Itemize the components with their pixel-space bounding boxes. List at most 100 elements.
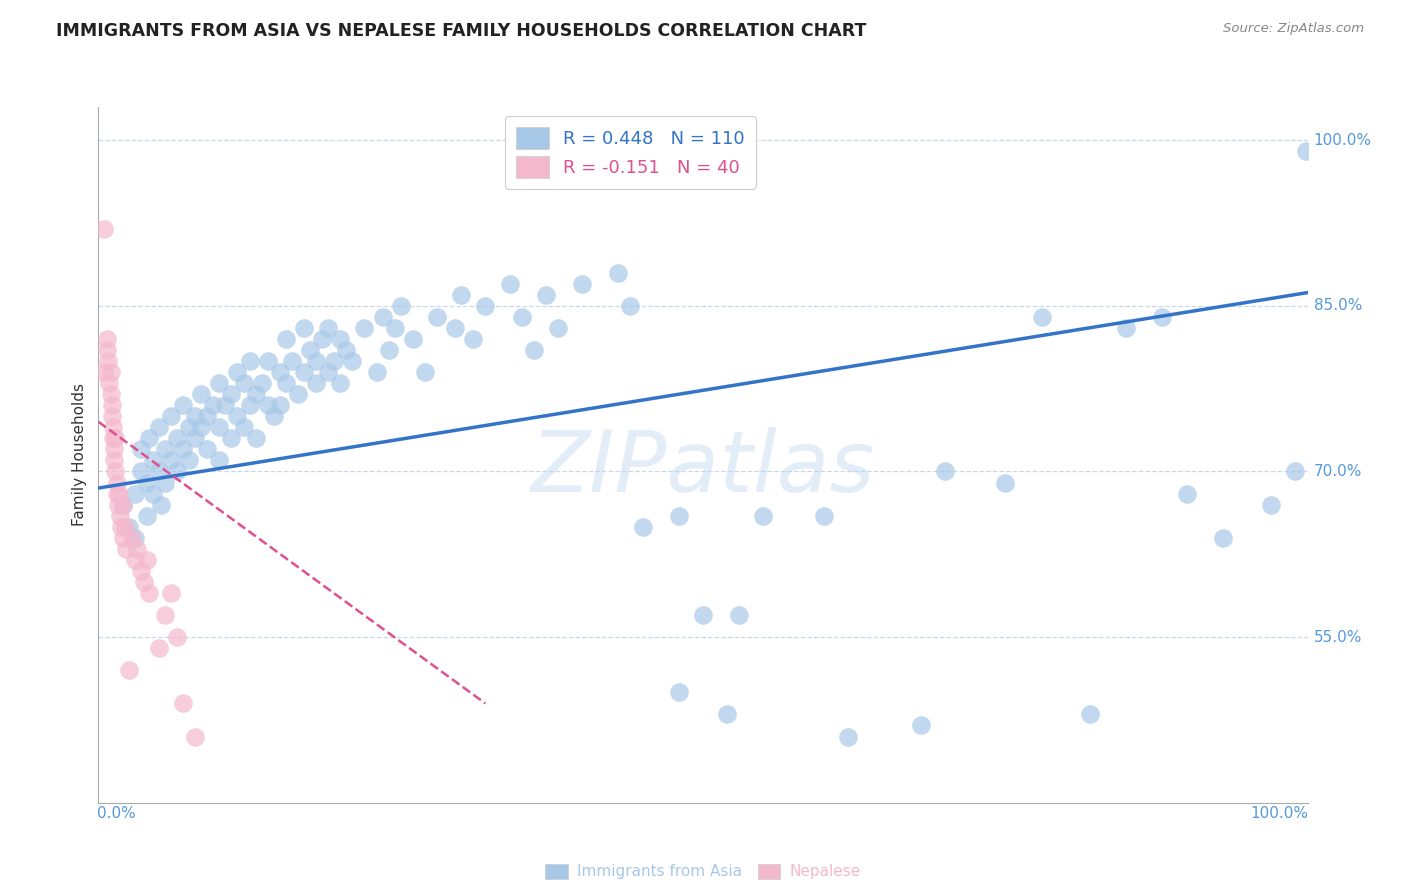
Point: [389, 299, 412, 313]
Point: [135, 553, 157, 567]
Point: [692, 608, 714, 623]
Point: [534, 287, 557, 301]
Point: [274, 376, 297, 391]
Point: [1295, 145, 1317, 159]
Point: [124, 553, 146, 567]
Point: [571, 277, 593, 291]
Point: [316, 321, 339, 335]
Point: [153, 475, 176, 490]
Text: Source: ZipAtlas.com: Source: ZipAtlas.com: [1223, 22, 1364, 36]
Point: [104, 431, 127, 445]
Point: [202, 398, 225, 412]
Point: [118, 519, 141, 533]
Point: [160, 409, 183, 424]
Point: [104, 465, 127, 479]
Point: [160, 586, 183, 600]
Point: [127, 541, 149, 556]
Point: [716, 707, 738, 722]
Point: [226, 409, 249, 424]
Point: [135, 475, 157, 490]
Point: [1115, 321, 1137, 335]
Point: [463, 332, 485, 346]
Point: [1212, 531, 1234, 545]
Point: [1031, 310, 1053, 324]
Point: [323, 354, 346, 368]
Point: [631, 519, 654, 533]
Text: 100.0%: 100.0%: [1251, 806, 1309, 822]
Point: [607, 266, 630, 280]
Point: [108, 508, 131, 523]
Point: [184, 431, 207, 445]
Point: [135, 508, 157, 523]
Point: [256, 354, 278, 368]
Point: [239, 354, 262, 368]
Point: [287, 387, 309, 401]
Point: [184, 730, 207, 744]
Point: [402, 332, 425, 346]
Point: [107, 498, 129, 512]
Point: [837, 730, 859, 744]
Point: [101, 420, 124, 434]
Point: [100, 398, 122, 412]
Point: [221, 387, 243, 401]
Point: [160, 453, 183, 467]
Point: [93, 221, 115, 235]
Point: [329, 332, 352, 346]
Point: [121, 531, 143, 545]
Point: [208, 453, 231, 467]
Point: [221, 431, 243, 445]
Point: [910, 718, 932, 732]
Point: [108, 486, 131, 500]
Point: [103, 442, 125, 457]
Point: [269, 398, 291, 412]
Point: [994, 475, 1017, 490]
Point: [226, 365, 249, 379]
Point: [177, 420, 201, 434]
Point: [134, 574, 156, 589]
Point: [413, 365, 436, 379]
Point: [195, 442, 218, 457]
Text: ZIPatlas: ZIPatlas: [531, 427, 875, 510]
Point: [153, 608, 176, 623]
Point: [377, 343, 399, 357]
Point: [1078, 707, 1101, 722]
Point: [668, 508, 690, 523]
Point: [239, 398, 262, 412]
Point: [101, 431, 124, 445]
Text: 0.0%: 0.0%: [97, 806, 136, 822]
Point: [335, 343, 357, 357]
Text: 100.0%: 100.0%: [1313, 133, 1372, 148]
Point: [1175, 486, 1198, 500]
Point: [250, 376, 273, 391]
Point: [184, 409, 207, 424]
Point: [97, 354, 120, 368]
Point: [426, 310, 449, 324]
Point: [138, 586, 160, 600]
Point: [813, 508, 835, 523]
Point: [142, 486, 165, 500]
Point: [93, 365, 115, 379]
Point: [232, 376, 254, 391]
Point: [148, 420, 170, 434]
Point: [124, 486, 146, 500]
Point: [195, 409, 218, 424]
Y-axis label: Family Households: Family Households: [72, 384, 87, 526]
Point: [100, 365, 122, 379]
Point: [232, 420, 254, 434]
Point: [190, 420, 212, 434]
Point: [510, 310, 533, 324]
Point: [142, 453, 165, 467]
Point: [342, 354, 364, 368]
Point: [245, 431, 267, 445]
Point: [450, 287, 472, 301]
Point: [105, 486, 128, 500]
Point: [98, 376, 121, 391]
Point: [172, 697, 194, 711]
Point: [129, 564, 152, 578]
Point: [172, 442, 194, 457]
Point: [1284, 465, 1306, 479]
Point: [547, 321, 569, 335]
Point: [728, 608, 751, 623]
Point: [105, 475, 128, 490]
Point: [208, 420, 231, 434]
